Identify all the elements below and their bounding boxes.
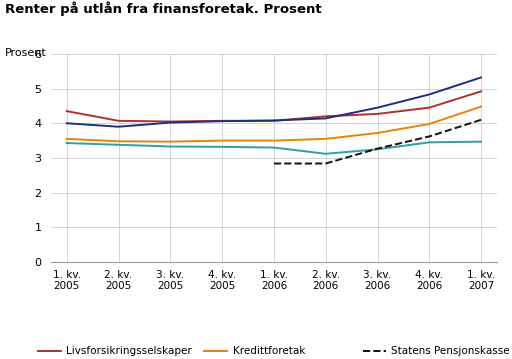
- Text: Renter på utlån fra finansforetak. Prosent: Renter på utlån fra finansforetak. Prose…: [5, 2, 322, 17]
- Kredittforetak: [323, 137, 329, 141]
- Text: Prosent: Prosent: [5, 48, 47, 59]
- Legend: Livsforsikringsselskaper, Banker, Kredittforetak, Statlige låneinstitutter, Stat: Livsforsikringsselskaper, Banker, Kredit…: [38, 346, 510, 359]
- Kredittforetak: [374, 131, 380, 135]
- Kredittforetak: [478, 104, 484, 109]
- Livsforsikringsselskaper: [271, 119, 277, 123]
- Kredittforetak: [116, 139, 122, 144]
- Line: Statlige låneinstitutter: Statlige låneinstitutter: [67, 142, 481, 154]
- Banker: [374, 106, 380, 110]
- Livsforsikringsselskaper: [219, 119, 225, 123]
- Banker: [116, 125, 122, 129]
- Statlige låneinstitutter: [374, 147, 380, 151]
- Statlige låneinstitutter: [63, 141, 70, 145]
- Statens Pensjonskasse: [426, 134, 432, 139]
- Livsforsikringsselskaper: [167, 120, 174, 124]
- Livsforsikringsselskaper: [116, 119, 122, 123]
- Banker: [167, 120, 174, 125]
- Statens Pensjonskasse: [374, 146, 380, 151]
- Kredittforetak: [426, 122, 432, 126]
- Kredittforetak: [167, 140, 174, 144]
- Statlige låneinstitutter: [271, 145, 277, 150]
- Banker: [426, 92, 432, 97]
- Kredittforetak: [271, 139, 277, 143]
- Statens Pensjonskasse: [271, 161, 277, 165]
- Banker: [63, 121, 70, 125]
- Kredittforetak: [63, 137, 70, 141]
- Livsforsikringsselskaper: [323, 114, 329, 118]
- Livsforsikringsselskaper: [374, 112, 380, 116]
- Banker: [271, 118, 277, 123]
- Statlige låneinstitutter: [478, 140, 484, 144]
- Livsforsikringsselskaper: [478, 89, 484, 93]
- Line: Statens Pensjonskasse: Statens Pensjonskasse: [274, 120, 481, 163]
- Statens Pensjonskasse: [478, 118, 484, 122]
- Kredittforetak: [219, 139, 225, 143]
- Banker: [478, 75, 484, 80]
- Line: Banker: Banker: [67, 78, 481, 127]
- Statlige låneinstitutter: [426, 140, 432, 144]
- Statlige låneinstitutter: [219, 145, 225, 149]
- Statlige låneinstitutter: [116, 143, 122, 147]
- Statens Pensjonskasse: [323, 161, 329, 165]
- Livsforsikringsselskaper: [426, 106, 432, 110]
- Banker: [219, 119, 225, 123]
- Line: Livsforsikringsselskaper: Livsforsikringsselskaper: [67, 91, 481, 122]
- Banker: [323, 116, 329, 121]
- Line: Kredittforetak: Kredittforetak: [67, 107, 481, 142]
- Livsforsikringsselskaper: [63, 109, 70, 113]
- Statlige låneinstitutter: [167, 144, 174, 149]
- Statlige låneinstitutter: [323, 151, 329, 156]
